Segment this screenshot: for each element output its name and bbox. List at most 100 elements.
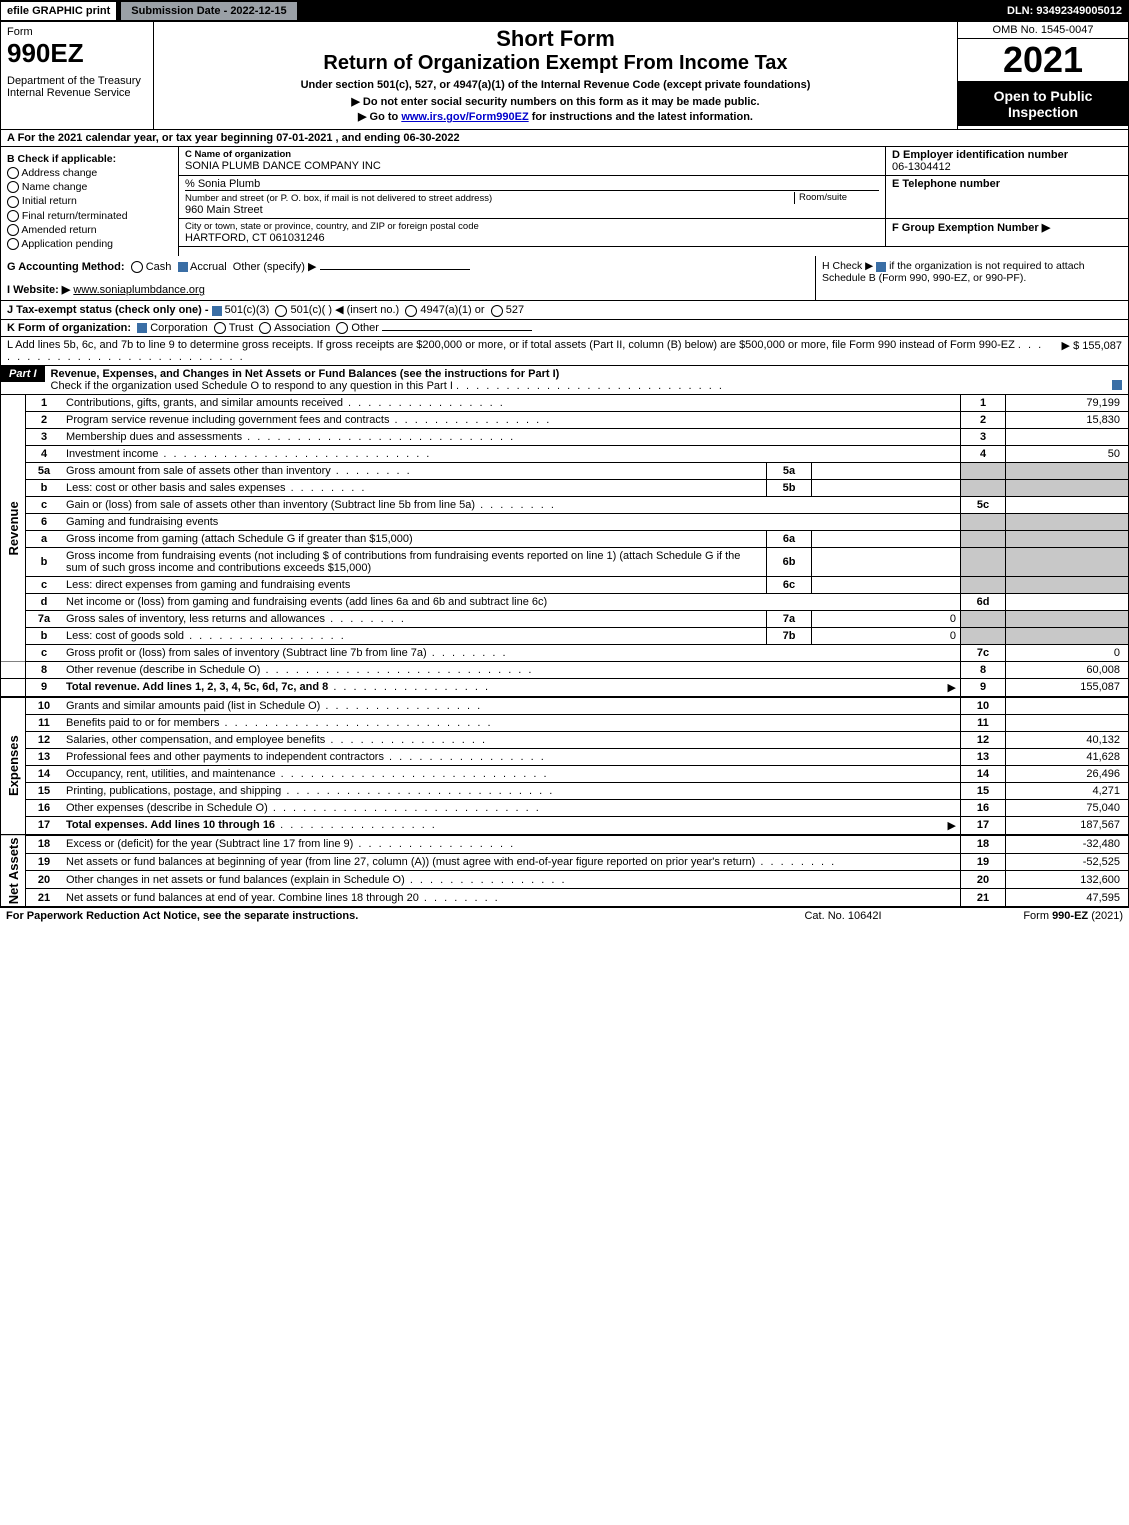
l1-desc: Contributions, gifts, grants, and simila… — [66, 397, 343, 409]
checkbox-trust[interactable] — [214, 322, 226, 334]
irs-link[interactable]: www.irs.gov/Form990EZ — [401, 111, 528, 123]
checkbox-address-change[interactable] — [7, 167, 19, 179]
city-label: City or town, state or province, country… — [185, 221, 879, 232]
checkbox-501c3[interactable] — [212, 306, 222, 316]
l6d-num: d — [26, 593, 63, 610]
l16-val: 75,040 — [1006, 799, 1129, 816]
checkbox-amended-return[interactable] — [7, 224, 19, 236]
g-accrual: Accrual — [190, 261, 227, 273]
checkbox-cash[interactable] — [131, 261, 143, 273]
efile-label[interactable]: efile GRAPHIC print — [1, 2, 116, 20]
open-to-public: Open to Public Inspection — [958, 82, 1128, 126]
cat-no: Cat. No. 10642I — [743, 910, 943, 922]
g-other-input[interactable] — [320, 269, 470, 270]
checkbox-association[interactable] — [259, 322, 271, 334]
k-other-input[interactable] — [382, 330, 532, 331]
l15-num: 15 — [26, 782, 63, 799]
l18-desc: Excess or (deficit) for the year (Subtra… — [66, 838, 353, 850]
checkbox-schedule-o[interactable] — [1112, 380, 1122, 390]
l6d-desc: Net income or (loss) from gaming and fun… — [62, 593, 961, 610]
b-addr: Address change — [21, 167, 97, 179]
l6c-subval — [812, 576, 961, 593]
checkbox-initial-return[interactable] — [7, 196, 19, 208]
l6a-sub: 6a — [767, 530, 812, 547]
section-c: C Name of organization SONIA PLUMB DANCE… — [179, 147, 1128, 256]
j-opt1: 501(c)(3) — [225, 304, 270, 316]
e-label: E Telephone number — [892, 178, 1122, 190]
l7c-box: 7c — [961, 644, 1006, 661]
l1-box: 1 — [961, 395, 1006, 412]
l20-num: 20 — [26, 871, 63, 889]
identity-section: B Check if applicable: Address change Na… — [0, 147, 1129, 256]
submission-date[interactable]: Submission Date - 2022-12-15 — [120, 1, 297, 21]
l13-val: 41,628 — [1006, 748, 1129, 765]
checkbox-final-return[interactable] — [7, 210, 19, 222]
checkbox-accrual[interactable] — [178, 262, 188, 272]
l5a-sub: 5a — [767, 462, 812, 479]
l12-box: 12 — [961, 731, 1006, 748]
l17-desc: Total expenses. Add lines 10 through 16 — [66, 819, 275, 831]
l11-num: 11 — [26, 714, 63, 731]
k-trust: Trust — [229, 322, 254, 334]
top-bar: efile GRAPHIC print Submission Date - 20… — [0, 0, 1129, 22]
street: 960 Main Street — [185, 204, 879, 216]
omb-number: OMB No. 1545-0047 — [958, 22, 1128, 39]
part-1-title: Revenue, Expenses, and Changes in Net As… — [51, 368, 560, 380]
l6c-desc: Less: direct expenses from gaming and fu… — [62, 576, 767, 593]
l2-val: 15,830 — [1006, 411, 1129, 428]
l6-shade2 — [1006, 513, 1129, 530]
l6-desc: Gaming and fundraising events — [62, 513, 961, 530]
website-link[interactable]: www.soniaplumbdance.org — [73, 284, 204, 296]
l14-num: 14 — [26, 765, 63, 782]
l15-desc: Printing, publications, postage, and shi… — [66, 785, 281, 797]
checkbox-corporation[interactable] — [137, 323, 147, 333]
l7a-num: 7a — [26, 610, 63, 627]
l7a-shade — [961, 610, 1006, 627]
l5a-num: 5a — [26, 462, 63, 479]
l21-box: 21 — [961, 889, 1006, 907]
l7c-num: c — [26, 644, 63, 661]
l18-box: 18 — [961, 835, 1006, 853]
checkbox-527[interactable] — [491, 305, 503, 317]
checkbox-4947[interactable] — [405, 305, 417, 317]
l20-box: 20 — [961, 871, 1006, 889]
l2-box: 2 — [961, 411, 1006, 428]
k-label: K Form of organization: — [7, 322, 131, 334]
l14-val: 26,496 — [1006, 765, 1129, 782]
b-name: Name change — [22, 181, 87, 193]
c-name-label: C Name of organization — [185, 149, 879, 160]
checkbox-name-change[interactable] — [7, 181, 19, 193]
checkbox-application-pending[interactable] — [7, 238, 19, 250]
j-opt2: 501(c)( ) ◀ (insert no.) — [290, 304, 399, 316]
l6-num: 6 — [26, 513, 63, 530]
k-corp: Corporation — [150, 322, 207, 334]
financials-table: Revenue 1 Contributions, gifts, grants, … — [0, 395, 1129, 908]
l8-desc: Other revenue (describe in Schedule O) — [66, 664, 260, 676]
l16-desc: Other expenses (describe in Schedule O) — [66, 802, 268, 814]
checkbox-h[interactable] — [876, 262, 886, 272]
checkbox-501c[interactable] — [275, 305, 287, 317]
l6d-box: 6d — [961, 593, 1006, 610]
l8-val: 60,008 — [1006, 661, 1129, 678]
k-other: Other — [351, 322, 379, 334]
dln: DLN: 93492349005012 — [1001, 2, 1128, 20]
l12-num: 12 — [26, 731, 63, 748]
part-1-header: Part I Revenue, Expenses, and Changes in… — [0, 366, 1129, 395]
l16-num: 16 — [26, 799, 63, 816]
form-label: Form — [7, 26, 147, 38]
section-k: K Form of organization: Corporation Trus… — [0, 320, 1129, 337]
checkbox-other-org[interactable] — [336, 322, 348, 334]
l21-num: 21 — [26, 889, 63, 907]
l21-desc: Net assets or fund balances at end of ye… — [66, 892, 419, 904]
l6a-num: a — [26, 530, 63, 547]
bullet-1: ▶ Do not enter social security numbers o… — [162, 95, 949, 108]
bullet2-pre: ▶ Go to — [358, 111, 401, 123]
l6c-shade — [961, 576, 1006, 593]
room-label: Room/suite — [794, 192, 879, 204]
header-right: OMB No. 1545-0047 2021 Open to Public In… — [957, 22, 1128, 129]
l14-box: 14 — [961, 765, 1006, 782]
l6d-val — [1006, 593, 1129, 610]
l7b-shade2 — [1006, 627, 1129, 644]
l17-box: 17 — [961, 816, 1006, 835]
b-initial: Initial return — [22, 195, 77, 207]
